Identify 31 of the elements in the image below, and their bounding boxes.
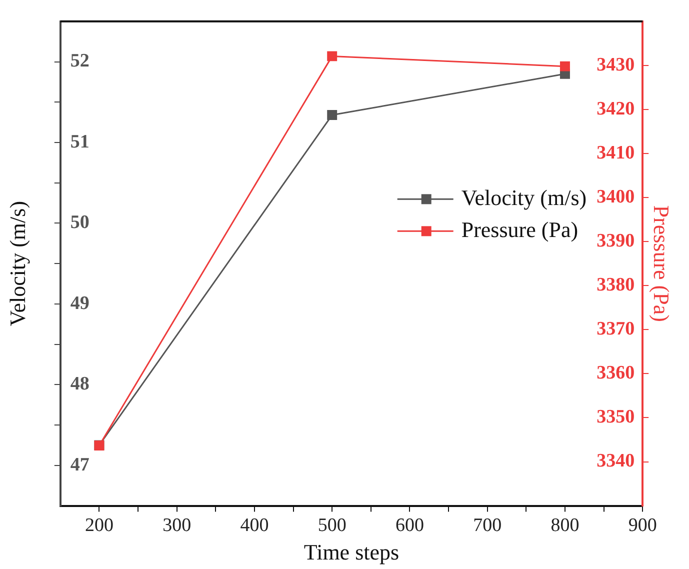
point bbox=[560, 61, 570, 72]
y-axis-title: Velocity (m/s) bbox=[4, 200, 30, 326]
x-tick-label: 200 bbox=[84, 515, 114, 536]
x-axis-title: Time steps bbox=[304, 540, 400, 565]
y2-tick-label: 3400 bbox=[596, 186, 635, 208]
legend-label: Pressure (Pa) bbox=[461, 216, 578, 242]
y-tick-label: 47 bbox=[70, 454, 90, 476]
y-tick-label: 48 bbox=[70, 374, 90, 395]
y2-tick-label: 3420 bbox=[596, 98, 635, 120]
y-tick-label: 49 bbox=[70, 292, 90, 314]
x-tick-label: 600 bbox=[395, 515, 424, 536]
x-tick-label: 700 bbox=[473, 515, 502, 536]
y-tick-label: 51 bbox=[70, 131, 90, 152]
y-tick-label: 50 bbox=[70, 212, 90, 234]
y2-tick-label: 3390 bbox=[596, 230, 635, 252]
x-tick-label: 300 bbox=[162, 515, 192, 536]
y2-tick-label: 3410 bbox=[596, 142, 635, 164]
x-tick-label: 900 bbox=[628, 515, 657, 536]
y2-tick-label: 3360 bbox=[596, 362, 635, 384]
y2-tick-label: 3370 bbox=[596, 318, 635, 340]
x-tick-label: 500 bbox=[318, 515, 346, 536]
y2-tick-label: 3340 bbox=[596, 450, 635, 472]
y2-tick-label: 3350 bbox=[596, 406, 635, 428]
y-tick-label: 52 bbox=[70, 50, 90, 72]
x-tick-label: 800 bbox=[550, 515, 580, 536]
point bbox=[327, 51, 338, 62]
y2-axis-title: Pressure (Pa) bbox=[649, 205, 674, 322]
y2-tick-label: 3430 bbox=[596, 54, 635, 76]
legend-label: Velocity (m/s) bbox=[461, 184, 587, 210]
x-tick-label: 400 bbox=[240, 515, 269, 536]
y2-tick-label: 3380 bbox=[596, 274, 635, 296]
